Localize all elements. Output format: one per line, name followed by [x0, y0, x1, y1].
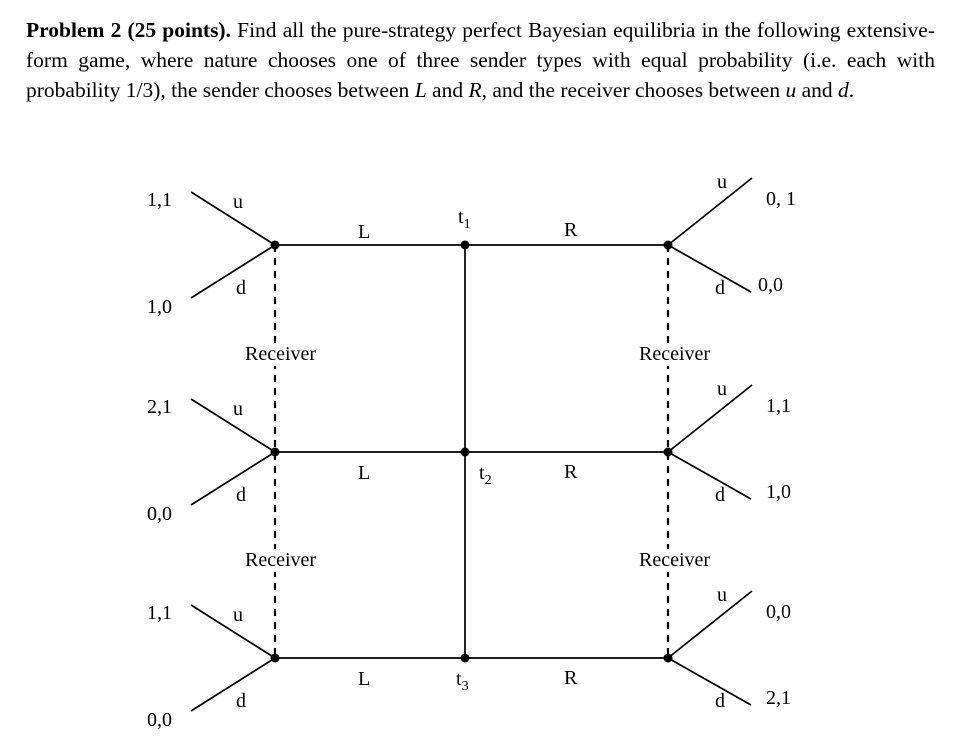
action-label-d: d [715, 484, 725, 506]
branch-u-left-row1 [190, 191, 276, 246]
decision-node [460, 447, 470, 457]
problem-text-segment: Problem 2 (25 points). [26, 18, 231, 42]
branch-u-left-row2 [190, 398, 276, 453]
problem-text-segment: Find all the pure-strategy perfect Bayes… [26, 18, 935, 102]
type-subscript: 2 [484, 473, 492, 488]
action-label-u: u [233, 398, 243, 420]
sender-action-R: R [564, 219, 578, 241]
payoff-label: 0,0 [758, 274, 783, 296]
type-base: t [479, 462, 485, 484]
problem-text-segment: R [468, 78, 482, 102]
decision-node [270, 240, 280, 250]
problem-text-segment: and [426, 78, 469, 102]
action-label-d: d [236, 484, 246, 506]
payoff-label: 0,0 [147, 503, 172, 525]
branch-u-left-row3 [190, 604, 276, 659]
action-label-u: u [717, 378, 727, 400]
action-label-d: d [715, 277, 725, 299]
sender-action-R: R [564, 461, 578, 483]
type-subscript: 3 [461, 679, 469, 694]
type-base: t [458, 206, 464, 228]
problem-text-segment: L [414, 78, 427, 102]
decision-node [663, 447, 673, 457]
action-label-u: u [717, 171, 727, 193]
payoff-label: 0, 1 [766, 188, 796, 210]
branch-u-right-row3 [667, 590, 753, 659]
payoff-label: 1,0 [766, 481, 791, 503]
action-label-u: u [717, 584, 727, 606]
action-label-d: d [236, 690, 246, 712]
branch-d-left-row2 [190, 451, 276, 506]
payoff-label: 1,1 [147, 602, 172, 624]
type-label: t2 [479, 462, 492, 492]
branch-d-left-row1 [190, 244, 276, 299]
sender-action-L: L [358, 668, 371, 690]
action-label-d: d [715, 690, 725, 712]
payoff-label: 1,1 [766, 395, 791, 417]
payoff-label: 0,0 [147, 709, 172, 731]
decision-node [270, 653, 280, 663]
branch-u-right-row1 [667, 177, 753, 246]
decision-node [460, 653, 470, 663]
decision-node [460, 240, 470, 250]
sender-action-L: L [358, 221, 371, 243]
branch-d-right-row3 [667, 657, 752, 706]
problem-statement: Problem 2 (25 points). Find all the pure… [26, 15, 935, 105]
type-label: t3 [456, 668, 469, 698]
action-label-d: d [236, 277, 246, 299]
type-base: t [456, 668, 462, 690]
decision-node [663, 653, 673, 663]
type-subscript: 1 [463, 217, 471, 232]
decision-node [663, 240, 673, 250]
receiver-info-set-label: Receiver [637, 549, 713, 572]
receiver-info-set-label: Receiver [243, 549, 319, 572]
payoff-label: 2,1 [766, 687, 791, 709]
type-label: t1 [458, 206, 471, 236]
branch-u-right-row2 [667, 384, 753, 453]
problem-text-segment: . [848, 78, 855, 102]
problem-text-segment: d [838, 78, 849, 102]
receiver-info-set-label: Receiver [243, 343, 319, 366]
action-label-u: u [233, 191, 243, 213]
receiver-info-set-label: Receiver [637, 343, 713, 366]
payoff-label: 0,0 [766, 601, 791, 623]
payoff-label: 1,1 [147, 189, 172, 211]
payoff-label: 1,0 [147, 296, 172, 318]
branch-d-right-row2 [667, 451, 752, 500]
decision-node [270, 447, 280, 457]
payoff-label: 2,1 [147, 396, 172, 418]
sender-action-R: R [564, 667, 578, 689]
problem-text-segment: , and the receiver chooses between [481, 78, 786, 102]
problem-text-segment: u [785, 78, 797, 102]
branch-d-right-row1 [667, 244, 752, 293]
problem-text-segment: and [796, 78, 838, 102]
sender-action-L: L [358, 462, 371, 484]
branch-d-left-row3 [190, 657, 276, 712]
action-label-u: u [233, 604, 243, 626]
